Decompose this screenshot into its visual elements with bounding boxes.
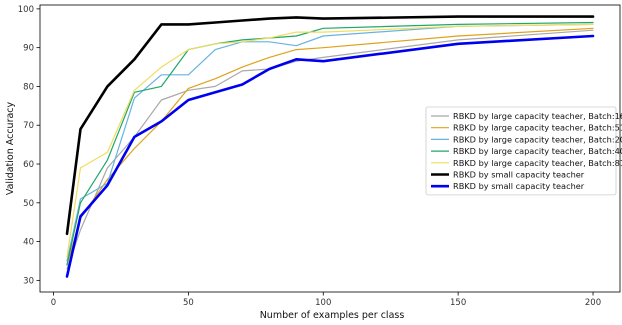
series-line-1 (66, 27, 594, 266)
legend-entry: RBKD by small capacity teacher (453, 170, 585, 180)
plot-frame (39, 4, 621, 293)
x-tick-label: 100 (315, 298, 331, 308)
y-tick-label: 30 (23, 276, 34, 286)
legend-entry: RBKD by large capacity teacher, Batch:20… (453, 134, 622, 144)
y-tick-label: 40 (23, 238, 34, 248)
series-line-6 (65, 34, 595, 278)
x-axis-label: Number of examples per class (260, 310, 405, 321)
legend-entry: RBKD by large capacity teacher, Batch:40… (453, 146, 622, 156)
y-tick-label: 100 (18, 5, 34, 15)
legend-entry: RBKD by large capacity teacher, Batch:16 (453, 111, 622, 121)
series-line-4 (66, 23, 594, 258)
y-tick-label: 90 (23, 44, 34, 54)
legend-entry: RBKD by large capacity teacher, Batch:51… (453, 123, 622, 133)
legend-box (425, 106, 617, 196)
legend-entry: RBKD by large capacity teacher, Batch:81… (453, 158, 622, 168)
y-tick-label: 80 (23, 82, 34, 92)
y-tick-label: 60 (23, 160, 34, 170)
series-line-0 (66, 29, 594, 270)
y-tick-label: 70 (23, 121, 34, 131)
legend-entry: RBKD by small capacity teacher (453, 181, 585, 191)
y-tick-label: 50 (23, 199, 34, 209)
x-tick-label: 150 (450, 298, 466, 308)
x-tick-label: 0 (51, 298, 56, 308)
x-tick-label: 200 (585, 298, 601, 308)
y-axis-label: Validation Accuracy (5, 101, 16, 195)
series-line-5 (65, 15, 595, 236)
x-tick-label: 50 (183, 298, 194, 308)
